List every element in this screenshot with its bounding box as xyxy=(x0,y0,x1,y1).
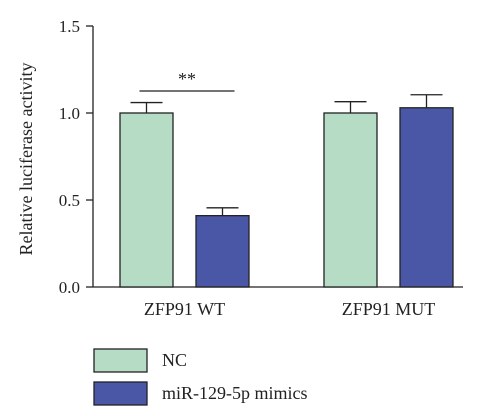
legend-label: NC xyxy=(162,350,187,370)
legend-label: miR-129-5p mimics xyxy=(162,383,308,403)
legend-swatch xyxy=(93,348,148,373)
y-tick-label: 0.0 xyxy=(59,278,80,297)
x-category-label: ZFP91 WT xyxy=(144,299,225,319)
category-labels: ZFP91 WT ZFP91 MUT xyxy=(144,299,435,319)
legend-swatch xyxy=(93,381,148,406)
y-tick-label: 1.0 xyxy=(59,104,80,123)
y-axis-label: Relative luciferase activity xyxy=(16,63,36,256)
significance-marks: ** xyxy=(139,69,235,92)
bar-0-1 xyxy=(323,112,378,288)
y-ticks: 0.0 0.5 1.0 1.5 xyxy=(59,17,93,297)
bar-1-0 xyxy=(195,215,250,288)
bar-1-1 xyxy=(399,107,454,288)
significance-label: ** xyxy=(178,69,196,89)
y-tick-label: 0.5 xyxy=(59,191,80,210)
legend: NC miR-129-5p mimics xyxy=(93,348,308,406)
x-category-label: ZFP91 MUT xyxy=(342,299,436,319)
y-tick-label: 1.5 xyxy=(59,17,80,36)
bars xyxy=(119,94,454,288)
bar-0-0 xyxy=(119,112,174,288)
